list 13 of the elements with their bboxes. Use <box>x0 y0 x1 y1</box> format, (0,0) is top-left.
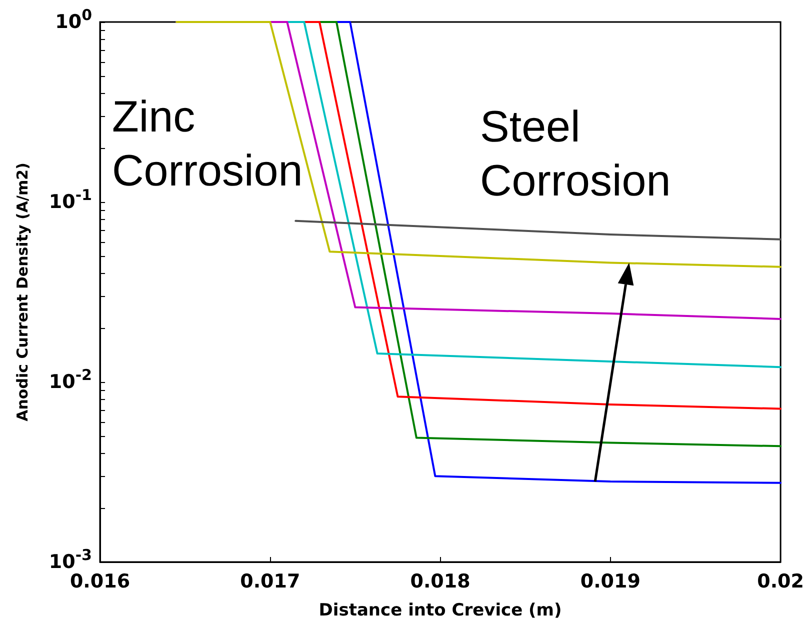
x-axis-title: Distance into Crevice (m) <box>318 600 562 620</box>
y-axis-title: Anodic Current Density (A/m2) <box>14 162 32 422</box>
annotation: Steel Corrosion <box>480 102 671 206</box>
annotation: Zinc Corrosion <box>112 92 303 196</box>
x-tick-label: 0.017 <box>240 570 300 592</box>
y-tick-label: 10$^{-2}$ <box>48 366 92 395</box>
y-tick-label: 10$^{-3}$ <box>48 546 92 573</box>
x-tick-label: 0.02 <box>757 570 804 592</box>
x-tick-label: 0.016 <box>70 570 130 592</box>
y-tick-label: 10$^{-1}$ <box>48 186 92 215</box>
x-tick-label: 0.019 <box>580 570 640 592</box>
y-tick-label: 10$^{0}$ <box>55 6 92 35</box>
x-tick-label: 0.018 <box>410 570 470 592</box>
